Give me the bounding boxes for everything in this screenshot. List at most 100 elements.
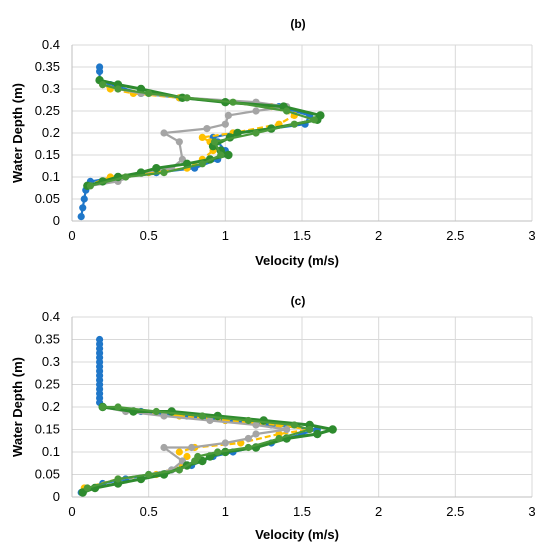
data-point <box>229 98 237 106</box>
data-point <box>152 164 161 173</box>
data-point <box>96 335 104 344</box>
data-point <box>198 412 206 420</box>
y-tick-label: 0.4 <box>42 37 60 52</box>
data-point <box>175 448 183 456</box>
data-point <box>290 421 298 429</box>
data-point <box>99 81 107 89</box>
data-point <box>152 407 160 416</box>
data-point <box>175 138 183 146</box>
y-tick-label: 0.2 <box>42 125 60 140</box>
y-tick-label: 0.3 <box>42 81 60 96</box>
data-point <box>188 443 196 452</box>
y-tick-label: 0.35 <box>35 59 60 74</box>
y-axis-title: Water Depth (m) <box>10 357 25 457</box>
x-tick-label: 3 <box>528 504 535 519</box>
data-point <box>224 150 233 160</box>
y-tick-label: 0.3 <box>42 354 60 369</box>
data-point <box>283 107 291 115</box>
data-point <box>198 133 206 141</box>
y-tick-label: 0.05 <box>35 191 60 206</box>
x-tick-label: 1 <box>222 504 229 519</box>
data-point <box>214 448 222 456</box>
data-point <box>221 120 229 128</box>
x-tick-label: 1.5 <box>293 504 311 519</box>
series-5 <box>83 403 314 492</box>
data-point <box>306 425 314 434</box>
data-point <box>167 407 176 416</box>
x-tick-label: 0.5 <box>140 228 158 243</box>
data-point <box>80 195 88 203</box>
data-point <box>122 173 130 181</box>
data-point <box>160 443 168 452</box>
data-point <box>99 403 107 411</box>
data-point <box>198 160 206 168</box>
y-tick-label: 0.15 <box>35 422 60 437</box>
x-tick-label: 2 <box>375 504 382 519</box>
data-point <box>252 430 260 438</box>
data-point <box>221 439 229 447</box>
x-axis-title: Velocity (m/s) <box>255 527 339 542</box>
data-point <box>96 63 104 71</box>
data-point <box>160 129 168 137</box>
data-point <box>244 434 252 443</box>
y-tick-label: 0 <box>53 489 60 504</box>
y-tick-label: 0.2 <box>42 399 60 414</box>
data-point <box>160 169 168 177</box>
data-point <box>259 416 268 425</box>
x-tick-label: 2.5 <box>446 504 464 519</box>
data-point <box>114 85 122 93</box>
data-point <box>217 151 225 159</box>
x-tick-label: 2.5 <box>446 228 464 243</box>
x-tick-label: 1.5 <box>293 228 311 243</box>
data-point <box>328 425 337 434</box>
y-tick-label: 0.25 <box>35 103 60 118</box>
y-tick-label: 0.1 <box>42 444 60 459</box>
data-point <box>244 443 252 452</box>
data-point <box>252 107 260 115</box>
chart-title: (b) <box>290 17 305 31</box>
data-point <box>203 125 211 133</box>
data-point <box>183 94 191 102</box>
x-tick-label: 3 <box>528 228 535 243</box>
data-point <box>244 416 252 425</box>
y-tick-label: 0.05 <box>35 467 60 482</box>
data-point <box>160 412 168 420</box>
data-point <box>86 182 94 190</box>
data-point <box>275 434 283 443</box>
data-point <box>114 475 122 483</box>
data-point <box>83 484 91 492</box>
series-5 <box>86 81 318 190</box>
data-point <box>206 416 214 425</box>
data-point <box>194 452 202 461</box>
y-tick-label: 0.35 <box>35 332 60 347</box>
y-tick-label: 0.1 <box>42 169 60 184</box>
data-point <box>213 411 222 421</box>
y-tick-label: 0.4 <box>42 309 60 324</box>
data-point <box>145 89 153 97</box>
y-axis-title: Water Depth (m) <box>10 83 25 183</box>
data-point <box>252 421 260 429</box>
data-point <box>183 452 191 461</box>
series-line <box>87 405 311 490</box>
data-point <box>79 204 87 212</box>
data-point <box>313 429 322 439</box>
data-point <box>283 425 291 434</box>
data-point <box>211 138 219 146</box>
data-point <box>233 128 242 138</box>
x-axis-title: Velocity (m/s) <box>255 253 339 268</box>
data-point <box>290 120 298 128</box>
data-point <box>114 403 122 411</box>
data-point <box>252 129 260 137</box>
y-tick-label: 0.25 <box>35 377 60 392</box>
y-tick-label: 0 <box>53 213 60 228</box>
chart-panel-c: 0 0.5 1 1.5 2 2.5 3 0 0.05 0.1 0.15 0.2 0.25 0.3 0.35 0… <box>10 294 536 542</box>
data-point <box>224 111 232 119</box>
data-point <box>175 466 183 474</box>
data-point <box>316 111 325 120</box>
x-tick-label: 0 <box>68 504 75 519</box>
data-point <box>145 470 153 479</box>
x-tick-label: 1 <box>222 228 229 243</box>
y-tick-label: 0.15 <box>35 147 60 162</box>
